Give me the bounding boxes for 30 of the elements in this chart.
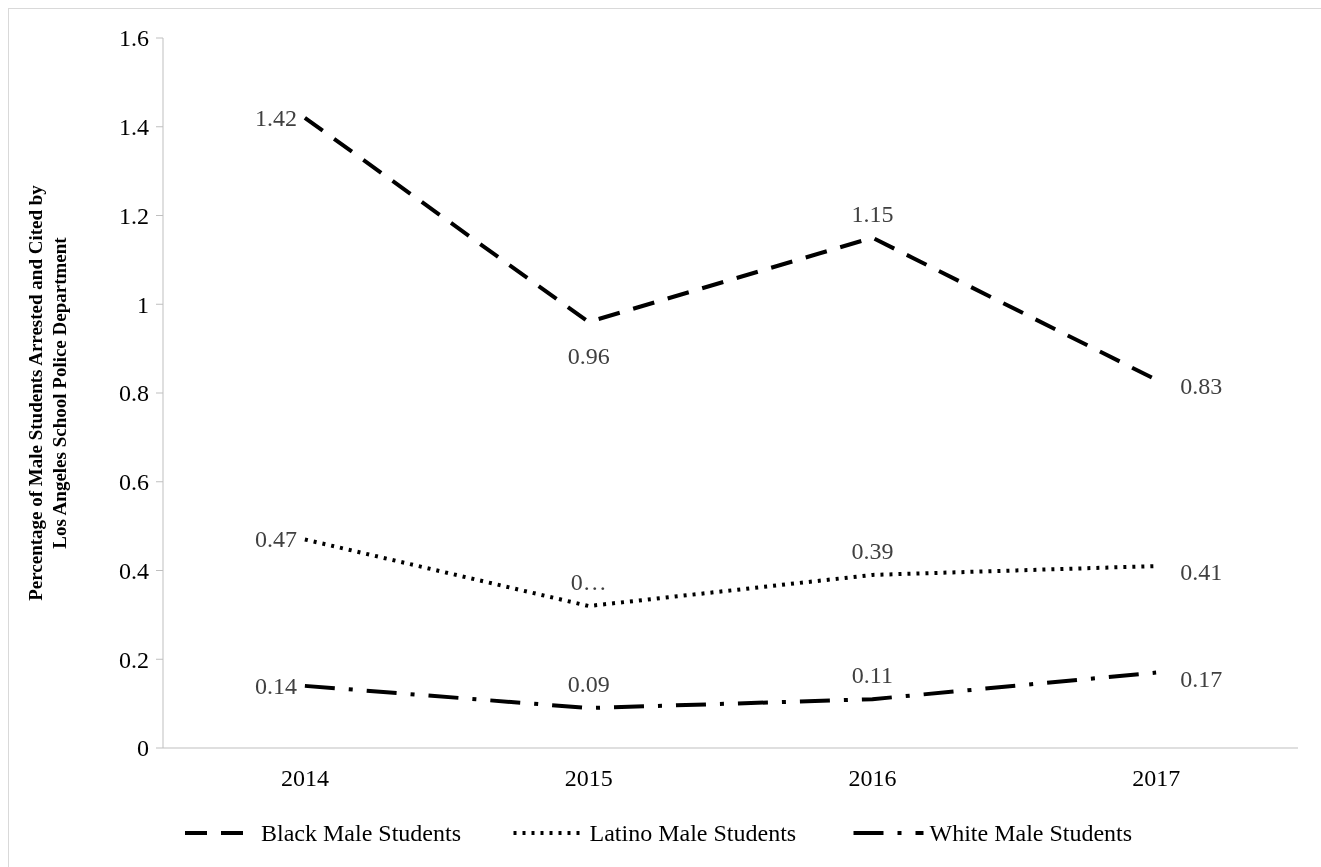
x-tick-label: 2016 xyxy=(848,765,897,791)
data-label: 0.47 xyxy=(254,526,297,553)
data-label: 0.14 xyxy=(254,672,297,699)
y-axis-title: Percentage of Male Students Arrested and Cited by Los Angeles School Police Department xyxy=(25,184,70,601)
y-tick-label: 1.6 xyxy=(119,25,149,52)
data-label: 0.11 xyxy=(851,662,893,689)
y-tick-label: 1 xyxy=(137,291,149,318)
data-label: 0.96 xyxy=(567,343,610,369)
y-tick-label: 1.4 xyxy=(119,114,149,141)
data-label: 0.17 xyxy=(1180,665,1223,692)
legend-label: Black Male Students xyxy=(261,820,461,847)
data-label: 0.39 xyxy=(851,537,894,564)
y-tick-label: 0.8 xyxy=(119,380,149,407)
data-label: 1.15 xyxy=(851,200,894,227)
x-tick-label: 2014 xyxy=(280,765,329,791)
data-label: 0.09 xyxy=(567,671,610,698)
y-tick-label: 0.6 xyxy=(119,469,149,496)
y-tick-label: 0.4 xyxy=(119,557,149,584)
y-tick-label: 1.2 xyxy=(119,202,149,229)
data-label: 0.83 xyxy=(1180,372,1223,399)
y-tick-label: 0 xyxy=(137,735,149,762)
y-tick-label: 0.2 xyxy=(119,646,149,673)
x-tick-label: 2015 xyxy=(564,765,613,791)
line-series xyxy=(302,670,1159,711)
data-label: 1.42 xyxy=(254,104,297,131)
x-tick-label: 2017 xyxy=(1132,765,1181,791)
legend-label: Latino Male Students xyxy=(589,820,797,847)
data-label: 0.41 xyxy=(1180,559,1223,586)
data-label: 0… xyxy=(570,569,607,595)
legend-label: White Male Students xyxy=(929,820,1133,847)
